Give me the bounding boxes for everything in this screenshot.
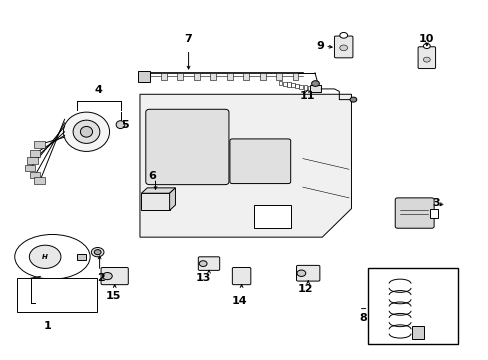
- Bar: [161, 73, 166, 80]
- Ellipse shape: [15, 234, 90, 279]
- Bar: [411, 327, 424, 339]
- Text: 2: 2: [97, 273, 105, 283]
- Text: H: H: [42, 254, 48, 260]
- FancyBboxPatch shape: [296, 265, 319, 281]
- Bar: [210, 73, 216, 80]
- Bar: [30, 172, 40, 178]
- Text: 9: 9: [315, 41, 323, 51]
- Circle shape: [311, 81, 319, 86]
- FancyBboxPatch shape: [232, 267, 250, 285]
- Bar: [243, 73, 248, 80]
- Polygon shape: [141, 188, 175, 193]
- Bar: [193, 73, 199, 80]
- Text: 4: 4: [95, 85, 102, 95]
- FancyBboxPatch shape: [229, 139, 290, 184]
- Bar: [292, 73, 298, 80]
- Polygon shape: [140, 94, 351, 237]
- Text: 6: 6: [148, 171, 156, 181]
- Bar: [307, 86, 311, 90]
- Bar: [137, 71, 149, 82]
- Polygon shape: [169, 188, 175, 210]
- Bar: [141, 193, 169, 210]
- Bar: [30, 150, 40, 157]
- FancyBboxPatch shape: [145, 109, 228, 185]
- Text: 10: 10: [418, 34, 434, 44]
- Bar: [77, 254, 86, 260]
- Text: 1: 1: [43, 321, 51, 332]
- Ellipse shape: [116, 121, 124, 129]
- FancyBboxPatch shape: [101, 267, 128, 285]
- Text: 5: 5: [122, 120, 129, 130]
- Bar: [254, 205, 290, 228]
- Circle shape: [102, 273, 112, 280]
- Bar: [368, 267, 458, 344]
- FancyBboxPatch shape: [198, 257, 219, 270]
- Text: 3: 3: [432, 198, 440, 208]
- Bar: [290, 83, 294, 87]
- Bar: [295, 84, 299, 88]
- Circle shape: [339, 32, 347, 38]
- Text: 14: 14: [231, 296, 247, 306]
- Bar: [17, 278, 97, 312]
- Circle shape: [339, 45, 347, 51]
- Bar: [226, 73, 232, 80]
- Bar: [282, 82, 286, 86]
- FancyBboxPatch shape: [334, 36, 352, 58]
- Bar: [27, 157, 38, 164]
- Bar: [177, 73, 183, 80]
- Ellipse shape: [80, 126, 92, 137]
- Text: 15: 15: [105, 291, 121, 301]
- FancyBboxPatch shape: [417, 47, 435, 68]
- Circle shape: [423, 44, 429, 49]
- Circle shape: [349, 97, 356, 102]
- Text: 11: 11: [299, 91, 315, 101]
- Bar: [278, 81, 282, 85]
- Bar: [303, 85, 307, 90]
- Bar: [144, 73, 150, 80]
- Circle shape: [91, 248, 104, 257]
- Ellipse shape: [63, 112, 109, 152]
- Ellipse shape: [73, 120, 100, 143]
- Bar: [34, 177, 45, 184]
- Bar: [34, 141, 45, 148]
- Circle shape: [296, 270, 305, 276]
- Text: 7: 7: [184, 34, 192, 44]
- Circle shape: [199, 261, 206, 266]
- Bar: [429, 209, 437, 218]
- Bar: [299, 85, 303, 89]
- Text: 12: 12: [297, 284, 312, 294]
- Text: 13: 13: [195, 273, 210, 283]
- Text: 8: 8: [359, 312, 367, 323]
- Bar: [309, 85, 320, 93]
- Bar: [25, 165, 35, 171]
- Ellipse shape: [29, 245, 61, 269]
- Bar: [286, 82, 290, 87]
- Bar: [276, 73, 282, 80]
- Circle shape: [94, 249, 101, 255]
- Circle shape: [423, 57, 429, 62]
- FancyBboxPatch shape: [394, 198, 433, 228]
- Bar: [259, 73, 265, 80]
